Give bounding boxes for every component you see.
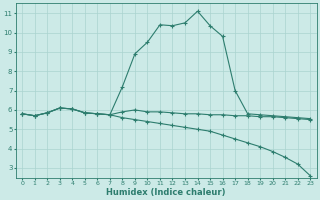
X-axis label: Humidex (Indice chaleur): Humidex (Indice chaleur)	[107, 188, 226, 197]
